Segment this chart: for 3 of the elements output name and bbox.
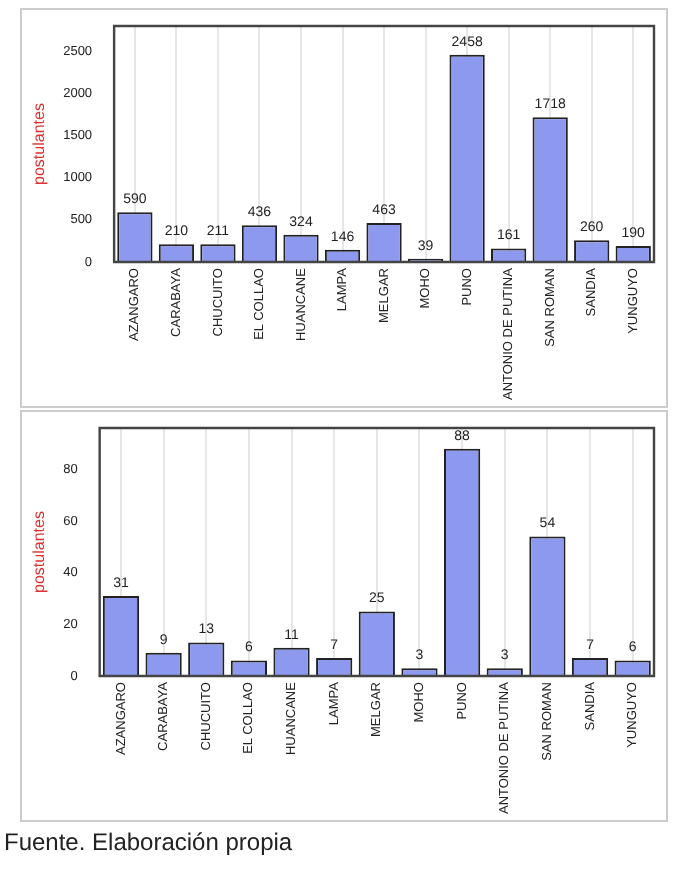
- y-axis-title: postulantes: [30, 511, 49, 593]
- y-axis-title: postulantes: [30, 103, 49, 185]
- source-note: Fuente. Elaboración propia: [4, 828, 293, 856]
